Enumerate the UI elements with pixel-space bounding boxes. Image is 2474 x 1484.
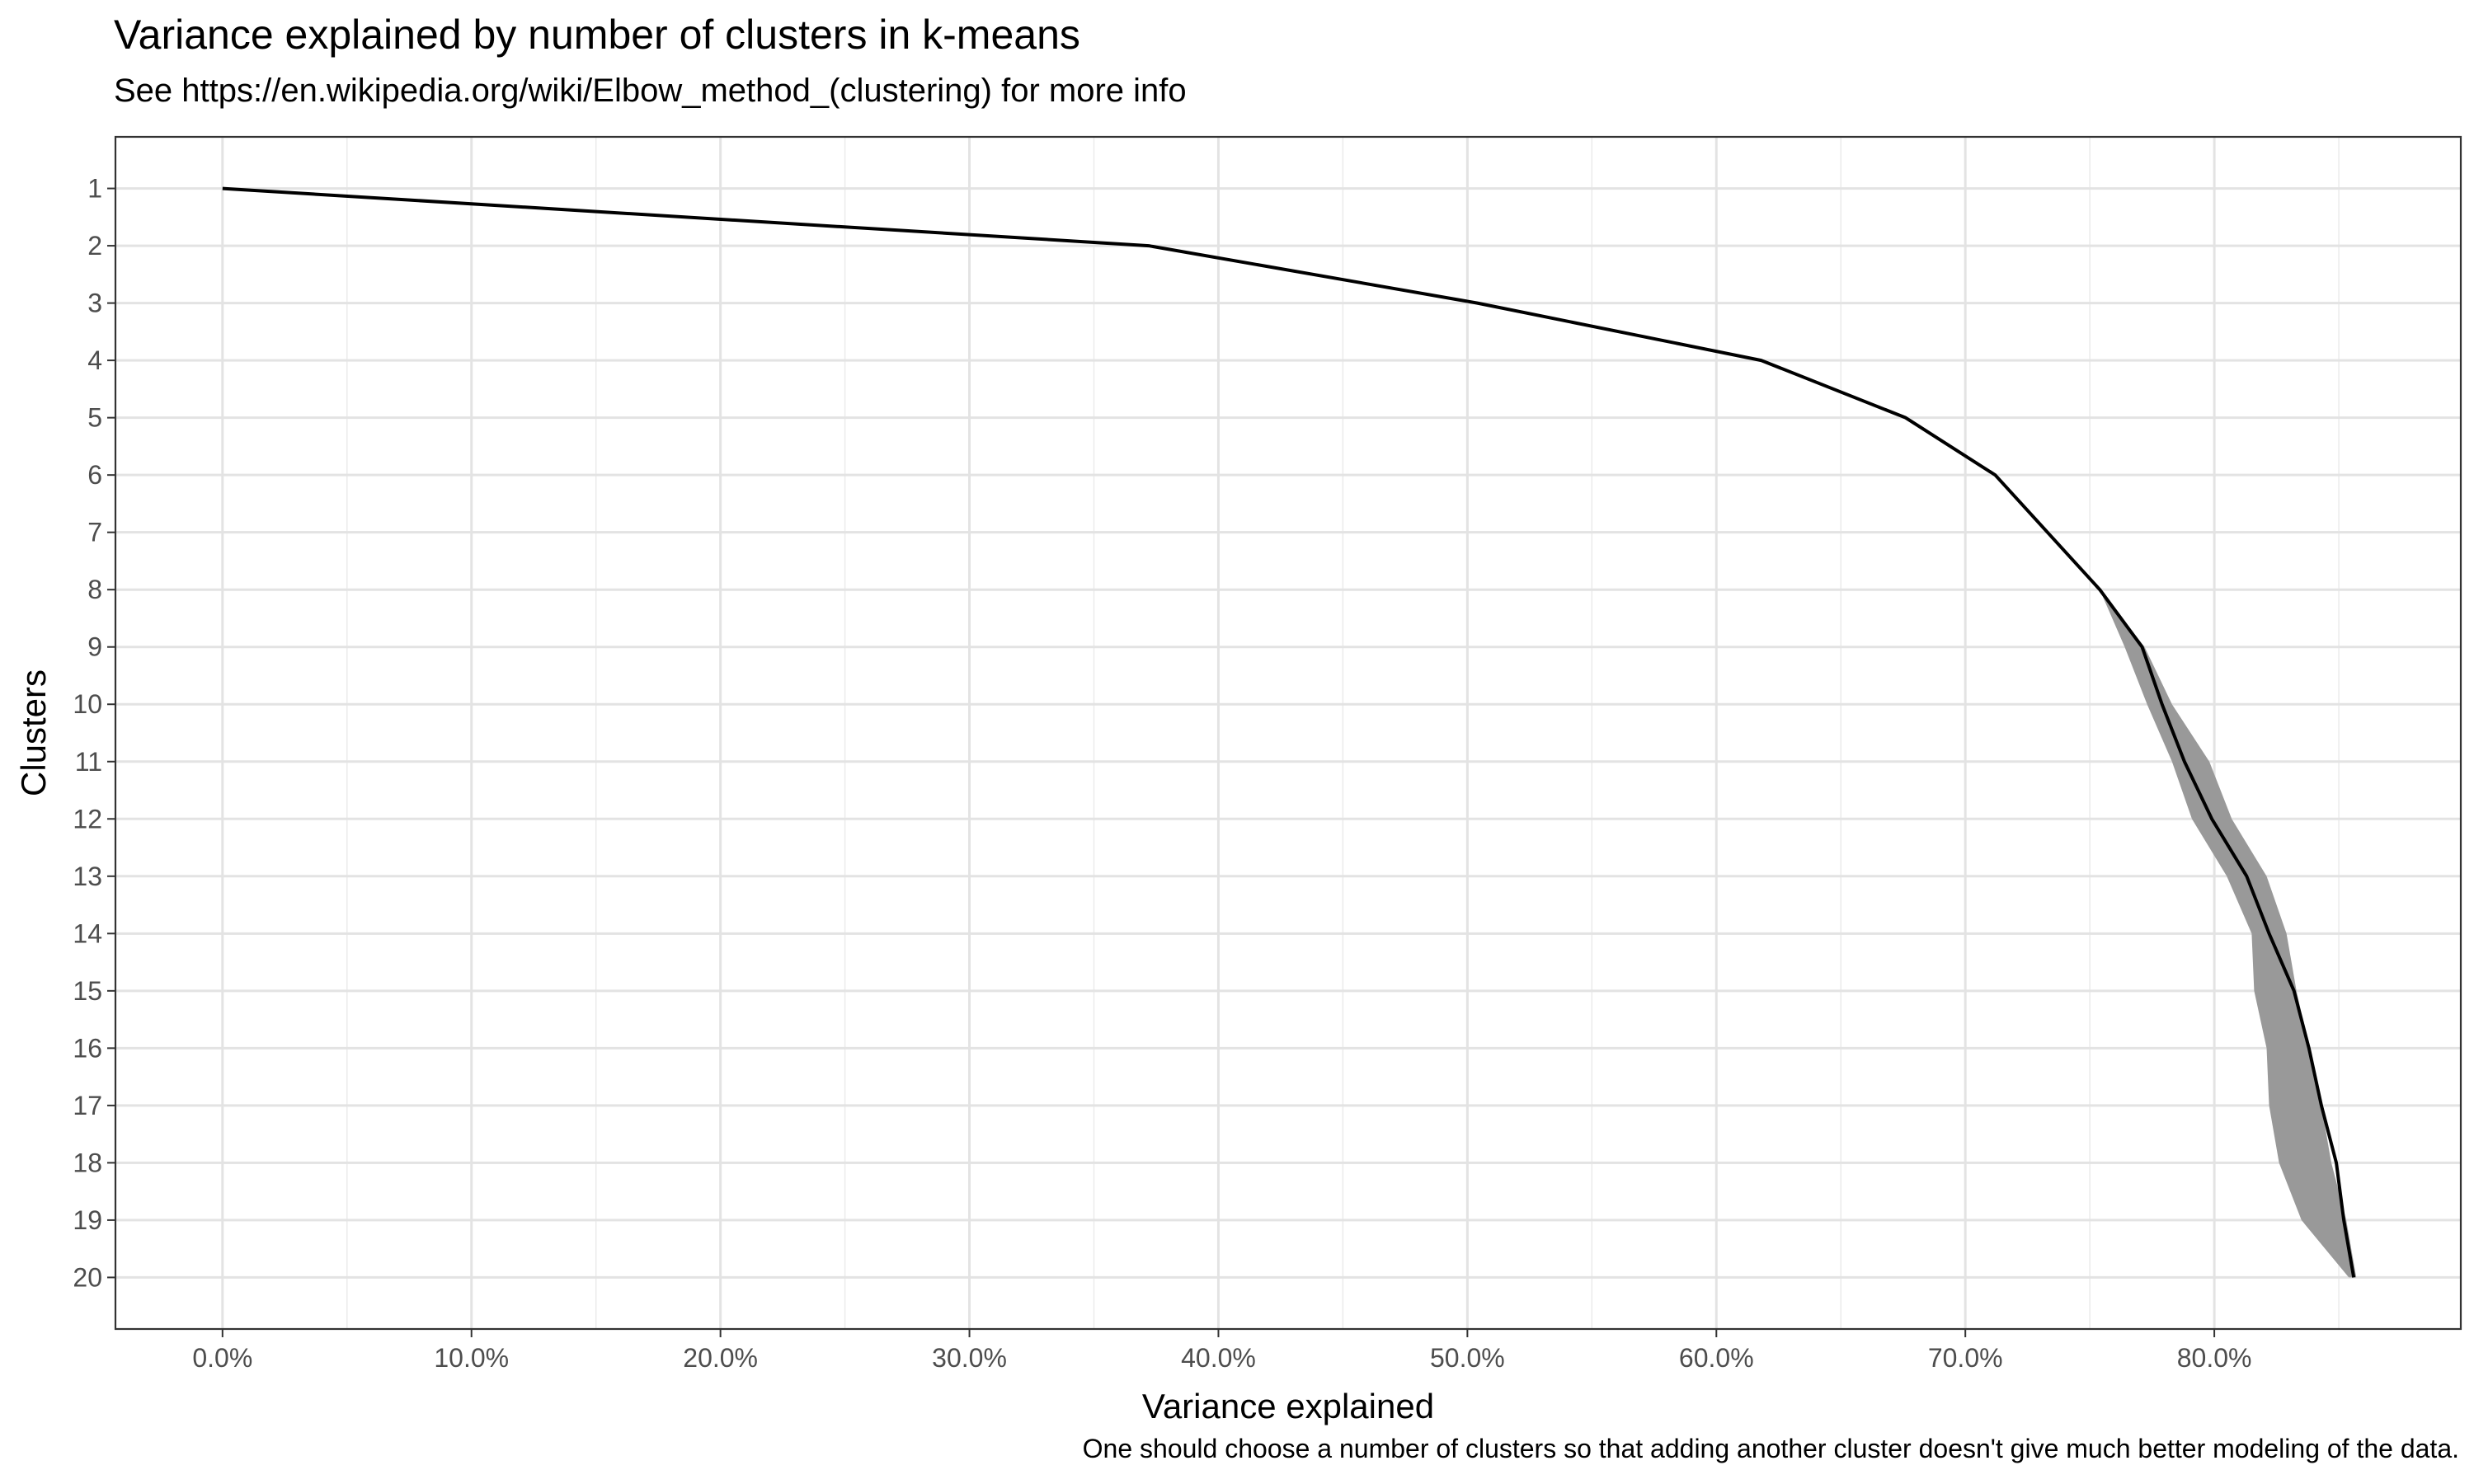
chart-caption: One should choose a number of clusters s…: [1082, 1434, 2459, 1463]
panel-border: [114, 135, 2462, 1331]
y-tick-label: 2: [87, 231, 102, 261]
x-tick-label: 70.0%: [1928, 1343, 2003, 1373]
variance-line: [222, 186, 2356, 1278]
y-tick-label: 15: [73, 976, 102, 1006]
x-tick-label: 0.0%: [192, 1343, 252, 1373]
x-tick-label: 40.0%: [1181, 1343, 1256, 1373]
x-tick-label: 30.0%: [932, 1343, 1007, 1373]
minor-gridlines: [346, 137, 2340, 1329]
y-tick-label: 9: [87, 632, 102, 662]
y-tick-label: 12: [73, 804, 102, 834]
y-tick-label: 13: [73, 862, 102, 891]
y-tick-label: 18: [73, 1148, 102, 1177]
y-tick-label: 20: [73, 1262, 102, 1292]
y-tick-label: 3: [87, 289, 102, 318]
variance-band: [222, 188, 2357, 1278]
y-axis-title: Clusters: [14, 669, 53, 796]
y-tick-label: 10: [73, 689, 102, 719]
x-tick-label: 80.0%: [2177, 1343, 2252, 1373]
y-tick-label: 8: [87, 575, 102, 604]
y-tick-label: 11: [75, 747, 102, 777]
x-axis-ticks: 0.0% 10.0% 20.0% 30.0% 40.0% 50.0% 60.0% 70.0% 8…: [192, 1329, 2251, 1373]
variance-band-layer: [222, 188, 2357, 1278]
y-tick-label: 17: [73, 1091, 102, 1120]
major-gridlines: [115, 137, 2461, 1329]
y-tick-label: 1: [87, 174, 102, 204]
x-tick-label: 50.0%: [1430, 1343, 1505, 1373]
y-tick-label: 19: [73, 1205, 102, 1235]
y-tick-label: 16: [73, 1033, 102, 1063]
x-tick-label: 10.0%: [434, 1343, 509, 1373]
y-tick-label: 5: [87, 403, 102, 433]
chart-title: Variance explained by number of clusters…: [114, 12, 1080, 58]
x-axis-title: Variance explained: [1142, 1387, 1434, 1425]
x-tick-label: 20.0%: [683, 1343, 758, 1373]
x-tick-label: 60.0%: [1679, 1343, 1754, 1373]
y-tick-label: 7: [87, 518, 102, 547]
chart-subtitle: See https://en.wikipedia.org/wiki/Elbow_…: [114, 73, 1187, 109]
y-tick-label: 6: [87, 460, 102, 490]
y-tick-label: 14: [73, 918, 102, 948]
y-tick-label: 4: [87, 345, 102, 375]
variance-line-layer: [222, 186, 2356, 1278]
